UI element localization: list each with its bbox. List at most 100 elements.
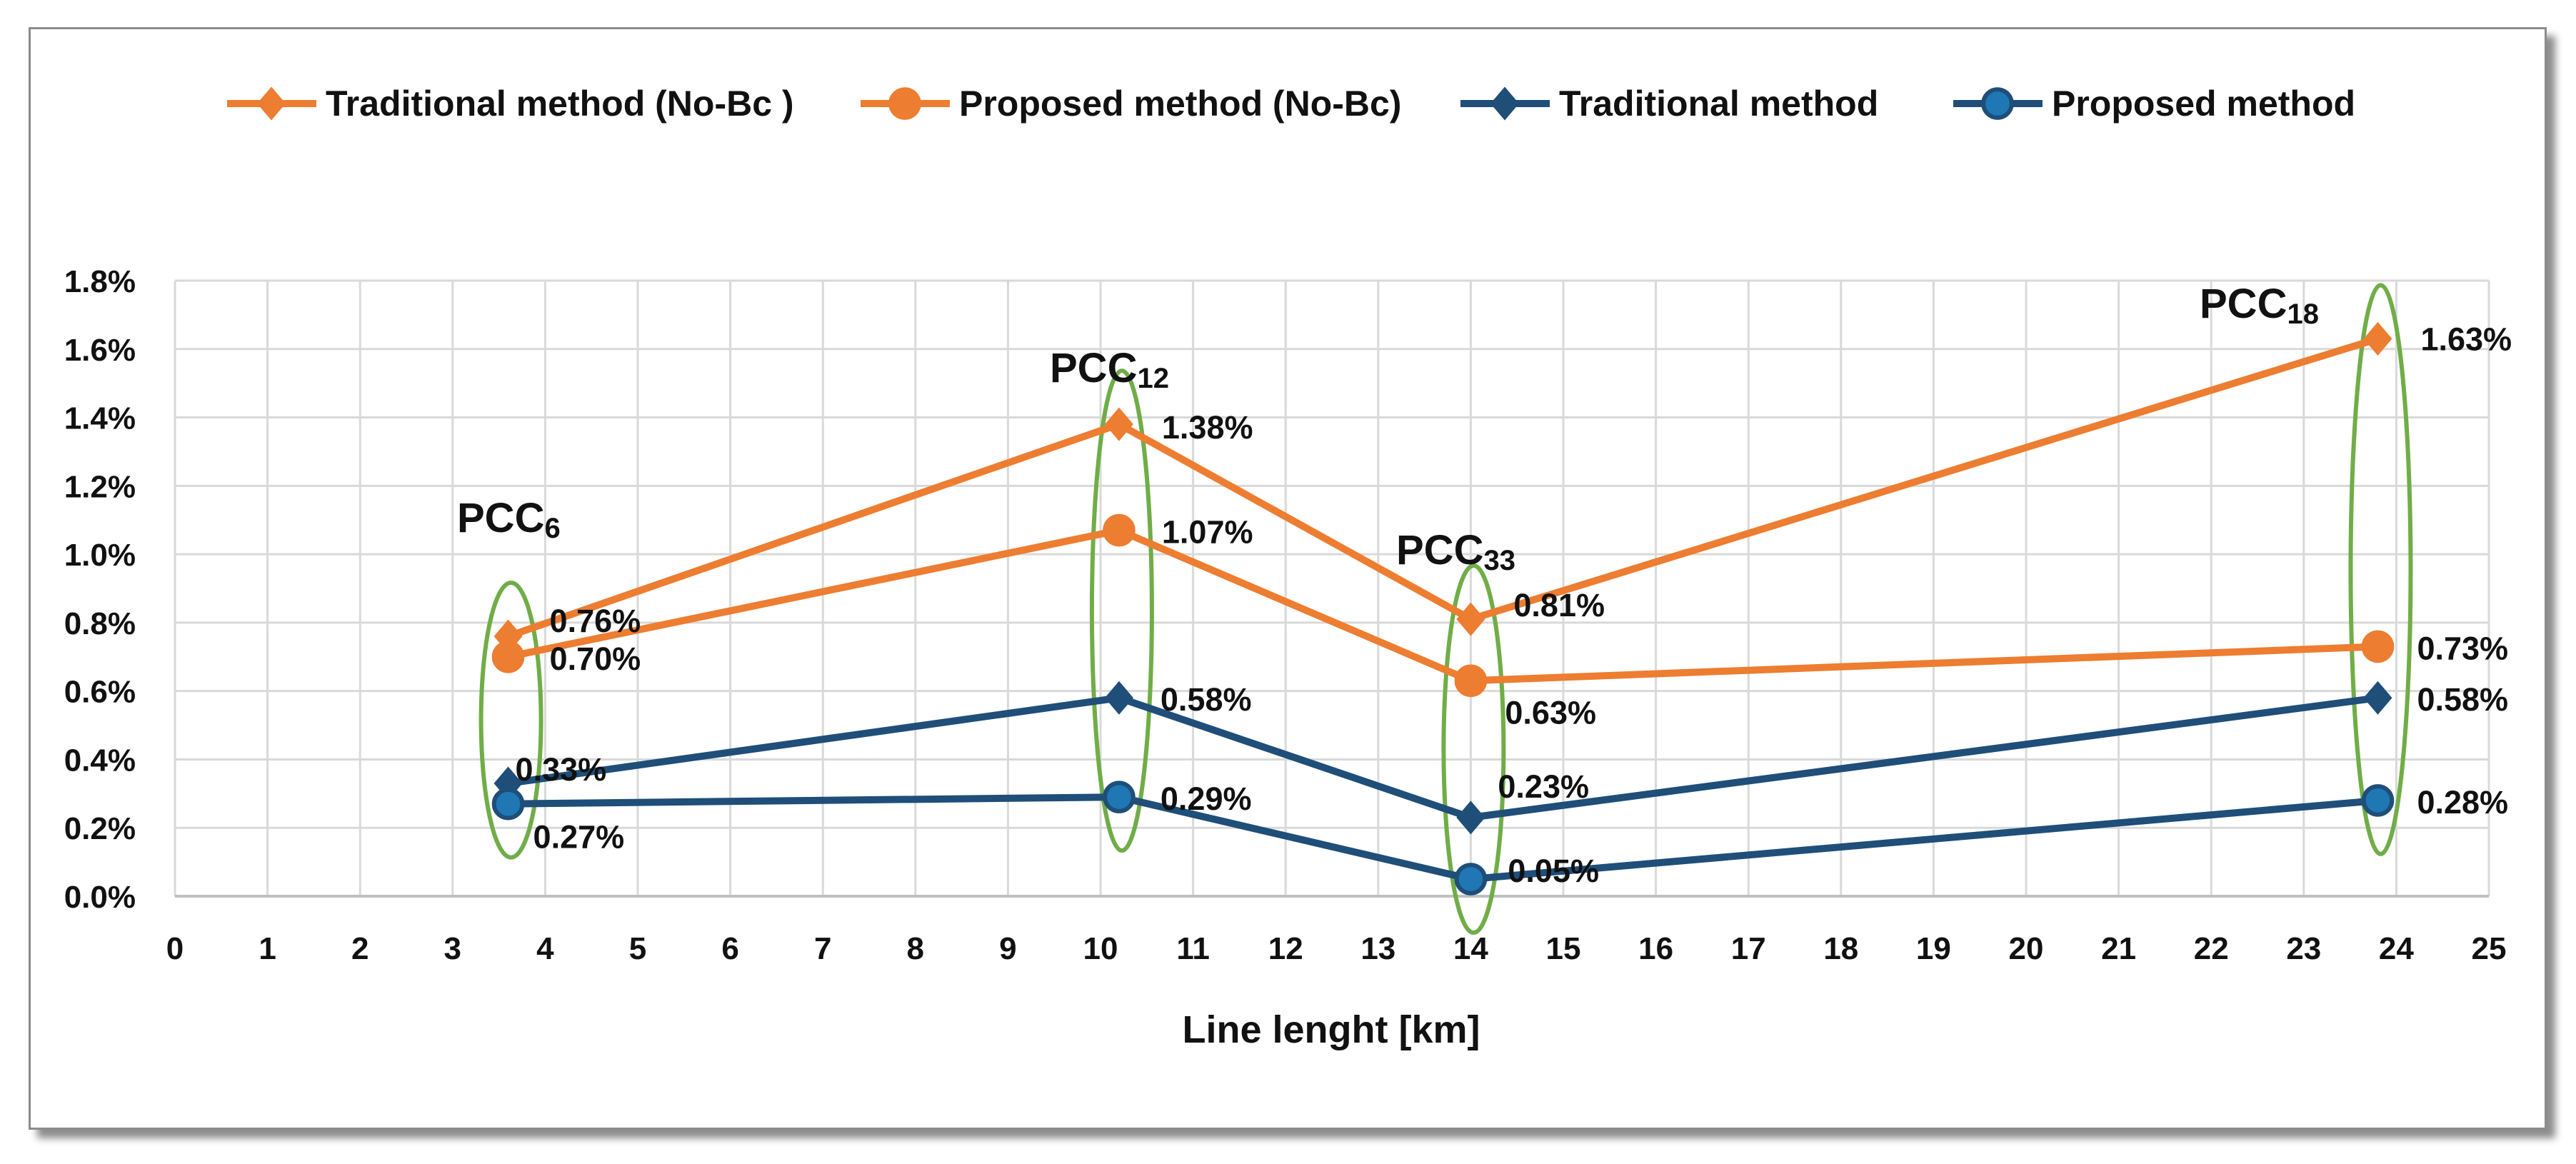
data-label: 0.58% — [2417, 681, 2508, 718]
y-tick-label: 1.0% — [64, 538, 136, 573]
y-tick-label: 1.8% — [64, 264, 136, 299]
x-tick-label: 21 — [2101, 931, 2136, 966]
x-tick-label: 13 — [1360, 931, 1395, 966]
legend-marker — [256, 86, 286, 121]
x-tick-label: 7 — [814, 931, 831, 966]
x-tick-label: 8 — [907, 931, 924, 966]
series-lines — [506, 335, 2379, 883]
data-label: 1.38% — [1162, 409, 1253, 446]
pcc-annotation-main: PCC — [1050, 345, 1137, 391]
x-tick-label: 10 — [1083, 931, 1118, 966]
x-tick-label: 2 — [351, 931, 369, 966]
legend-label: Traditional method — [1559, 84, 1878, 124]
data-point — [2363, 321, 2392, 356]
x-tick-label: 18 — [1823, 931, 1858, 966]
legend: Traditional method (No-Bc ) Proposed meth… — [227, 84, 2355, 124]
data-label: 0.63% — [1505, 694, 1596, 731]
y-tick-label: 1.2% — [64, 469, 136, 504]
x-tick-label: 11 — [1176, 931, 1210, 966]
data-point — [1454, 664, 1488, 698]
x-tick-label: 17 — [1731, 931, 1766, 966]
x-tick-label: 1 — [259, 931, 276, 966]
series-line — [506, 335, 2379, 640]
pcc-annotation-subscript: 33 — [1483, 545, 1515, 576]
x-tick-label: 24 — [2379, 931, 2414, 966]
data-point — [1456, 602, 1485, 636]
x-tick-label: 12 — [1268, 931, 1303, 966]
data-label: 0.28% — [2417, 784, 2508, 821]
data-point — [1456, 801, 1485, 835]
data-point — [1104, 681, 1133, 715]
x-tick-label: 23 — [2286, 931, 2321, 966]
highlight-ellipse — [2348, 283, 2413, 856]
data-point — [1103, 781, 1136, 813]
series-markers — [491, 321, 2395, 895]
x-tick-label: 15 — [1546, 931, 1581, 966]
y-tick-label: 0.8% — [64, 606, 136, 641]
x-tick-label: 25 — [2472, 931, 2507, 966]
data-label: 0.33% — [516, 751, 607, 788]
y-tick-label: 0.4% — [64, 743, 136, 778]
pcc-annotation-main: PCC — [2200, 281, 2287, 327]
pcc-annotation: PCC18 — [2200, 281, 2319, 330]
x-tick-label: 3 — [444, 931, 461, 966]
data-label: 0.76% — [550, 603, 641, 639]
y-tick-label: 1.4% — [64, 401, 136, 436]
legend-marker — [1981, 87, 2014, 120]
series-line — [507, 694, 2379, 821]
data-label: 0.70% — [550, 641, 641, 677]
data-point — [2363, 681, 2392, 715]
pcc-annotation: PCC6 — [457, 495, 561, 544]
series-line — [508, 793, 2378, 883]
data-label: 1.63% — [2420, 321, 2512, 357]
data-label: 1.07% — [1162, 514, 1253, 551]
pcc-annotation-main: PCC — [1396, 527, 1483, 573]
data-point — [1454, 863, 1488, 895]
x-tick-label: 6 — [721, 931, 738, 966]
x-tick-label: 4 — [536, 931, 554, 966]
legend-label: Proposed method — [2052, 84, 2355, 124]
legend-marker — [1490, 86, 1520, 121]
highlight-ellipse — [1089, 368, 1154, 853]
data-point — [1103, 513, 1136, 547]
x-tick-label: 9 — [999, 931, 1016, 966]
y-tick-label: 0.6% — [64, 675, 136, 710]
highlight-ellipse — [478, 581, 543, 860]
pcc-annotation: PCC12 — [1050, 345, 1169, 394]
pcc-annotation-subscript: 18 — [2287, 298, 2319, 330]
data-label: 0.73% — [2417, 630, 2508, 666]
data-label: 0.27% — [533, 819, 625, 856]
y-tick-label: 0.0% — [64, 880, 136, 915]
legend-marker — [888, 87, 921, 120]
axes: 0 1 2 3 4 5 6 7 8 9 10 11 12 13 14 15 16 17 18 19 20 21 22 23 24… — [64, 264, 2507, 966]
data-labels: 0.76% 1.38% 0.81% 1.63% 0.70% 1.07% 0.63% 0.73%… — [516, 321, 2512, 889]
data-point — [2361, 630, 2395, 663]
data-point — [491, 640, 525, 673]
x-tick-label: 20 — [2009, 931, 2044, 966]
data-point — [491, 787, 525, 821]
x-axis-label: Line lenght [km] — [1183, 1008, 1480, 1051]
highlight-ellipse — [1441, 563, 1506, 935]
x-tick-label: 0 — [166, 931, 184, 966]
data-label: 0.05% — [1508, 853, 1599, 889]
x-tick-label: 5 — [629, 931, 646, 966]
data-point — [2361, 784, 2395, 817]
pcc-annotation-subscript: 6 — [544, 513, 560, 544]
y-tick-label: 1.6% — [64, 333, 136, 368]
pcc-annotation-subscript: 12 — [1137, 363, 1169, 394]
x-tick-label: 19 — [1916, 931, 1951, 966]
data-point — [1104, 407, 1133, 441]
pcc-annotation: PCC33 — [1396, 527, 1515, 576]
data-label: 0.23% — [1498, 768, 1589, 805]
x-tick-label: 16 — [1638, 931, 1673, 966]
pcc-annotation-main: PCC — [457, 495, 544, 541]
series-line — [507, 526, 2378, 685]
legend-label: Traditional method (No-Bc ) — [326, 84, 794, 124]
x-tick-label: 22 — [2194, 931, 2229, 966]
data-label: 0.29% — [1161, 781, 1252, 817]
data-label: 0.58% — [1161, 681, 1252, 718]
highlight-ellipses — [478, 283, 2413, 935]
y-tick-label: 0.2% — [64, 811, 136, 846]
